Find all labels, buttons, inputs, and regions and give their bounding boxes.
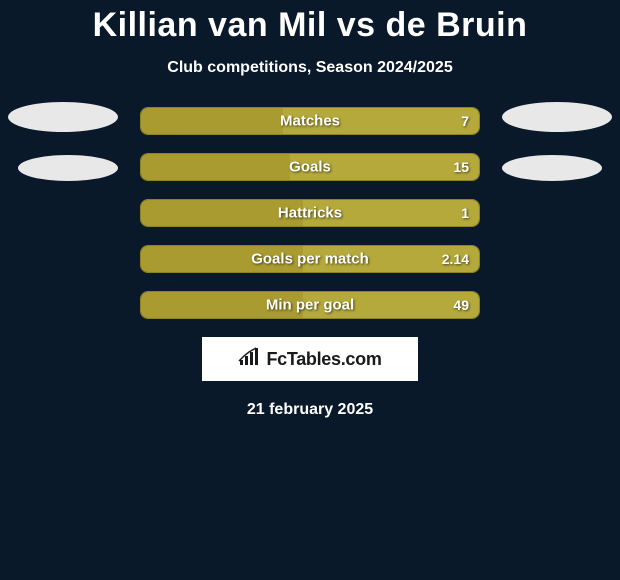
- stat-row: Goals 15: [140, 153, 480, 181]
- player-left-avatar-placeholder: [8, 102, 118, 132]
- stat-label: Min per goal: [266, 297, 354, 314]
- player-right-avatar-placeholder: [502, 102, 612, 132]
- stat-row: Matches 7: [140, 107, 480, 135]
- stat-label: Hattricks: [278, 205, 342, 222]
- stat-label: Goals: [289, 159, 331, 176]
- stat-label: Goals per match: [251, 251, 369, 268]
- stat-bar-left: [141, 154, 290, 180]
- player-right-badge-placeholder: [502, 155, 602, 181]
- chart-icon: [238, 347, 260, 372]
- stat-row: Min per goal 49: [140, 291, 480, 319]
- snapshot-date: 21 february 2025: [0, 401, 620, 419]
- source-logo: FcTables.com: [202, 337, 418, 381]
- stat-bar-left: [141, 108, 283, 134]
- stat-value: 2.14: [442, 251, 469, 267]
- source-logo-text: FcTables.com: [266, 349, 381, 370]
- stat-row: Hattricks 1: [140, 199, 480, 227]
- stat-row: Goals per match 2.14: [140, 245, 480, 273]
- player-left-badge-placeholder: [18, 155, 118, 181]
- stat-value: 7: [461, 113, 469, 129]
- stat-label: Matches: [280, 113, 340, 130]
- stat-value: 15: [453, 159, 469, 175]
- stat-value: 1: [461, 205, 469, 221]
- page-subtitle: Club competitions, Season 2024/2025: [0, 59, 620, 77]
- comparison-chart: Matches 7 Goals 15 Hattricks 1 Goals per match…: [0, 107, 620, 319]
- page-title: Killian van Mil vs de Bruin: [0, 0, 620, 45]
- stat-value: 49: [453, 297, 469, 313]
